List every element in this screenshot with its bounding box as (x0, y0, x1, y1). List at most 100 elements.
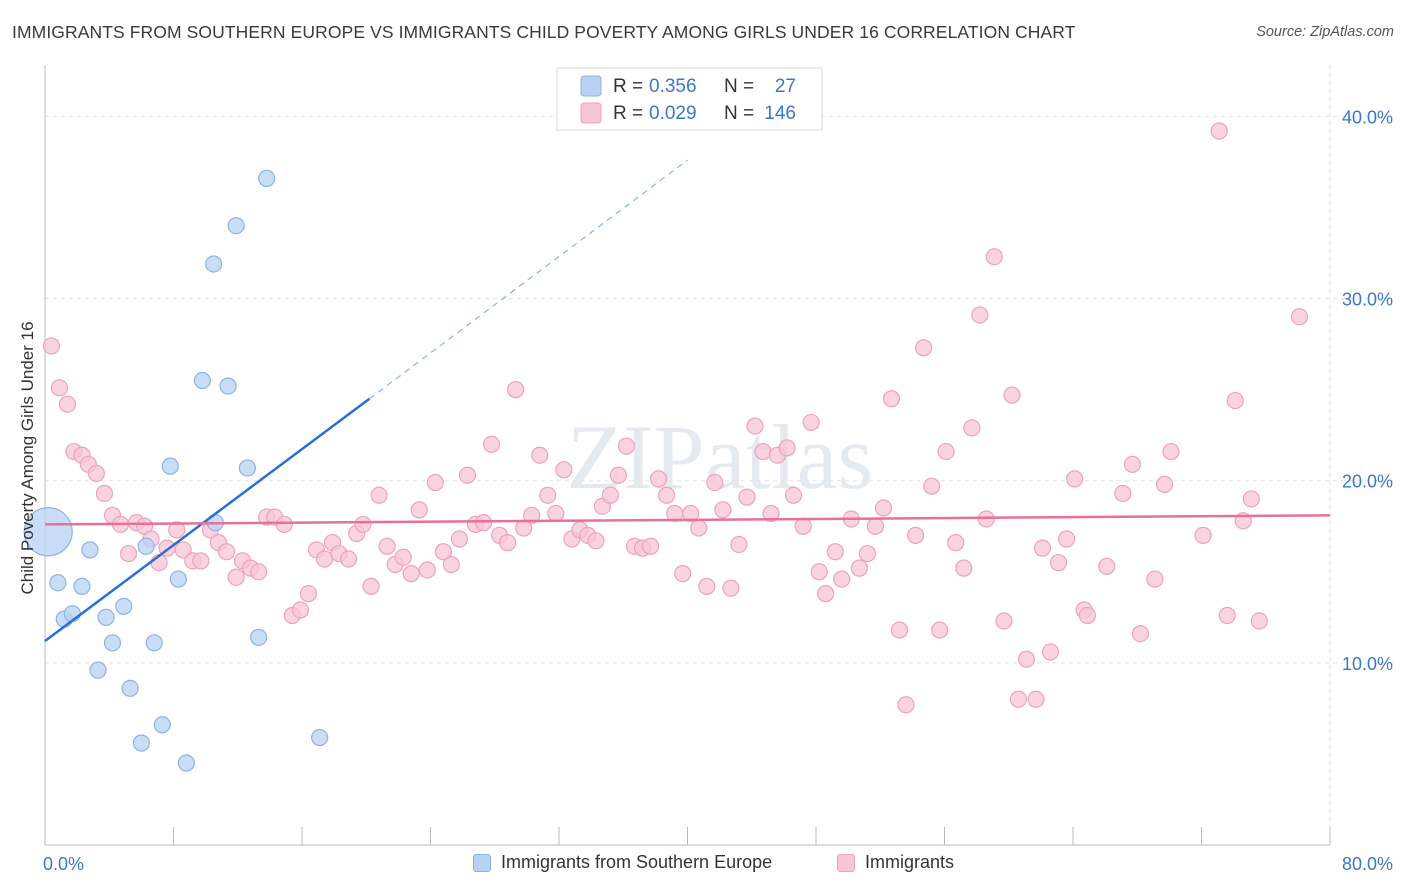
immigrants-point (658, 486, 676, 504)
immigrants-point (617, 437, 636, 455)
immigrants-point (762, 504, 780, 523)
southern-europe-point (227, 217, 245, 235)
southern-europe-point (153, 716, 171, 734)
immigrants-point (906, 526, 925, 544)
immigrants-point (609, 466, 628, 484)
immigrants-point (1218, 606, 1236, 625)
legend-bottom: Immigrants from Southern Europe Immigran… (0, 852, 1406, 878)
immigrants-point (95, 484, 114, 503)
legend-n-value: 146 (764, 103, 796, 124)
legend-swatch-pink (837, 853, 855, 872)
immigrants-point (858, 544, 877, 563)
immigrants-point (1098, 557, 1116, 575)
immigrants-point (1066, 470, 1084, 488)
immigrants-point (315, 550, 334, 568)
immigrants-point (1033, 539, 1052, 557)
southern-europe-point (169, 570, 187, 588)
southern-europe-point (177, 754, 195, 772)
immigrants-point (458, 466, 477, 484)
immigrants-point (674, 565, 692, 583)
y-tick-label: 40.0% (1342, 107, 1393, 127)
x-tick-label: 80.0% (1342, 854, 1393, 874)
immigrants-point (1078, 606, 1097, 625)
immigrants-point (874, 499, 893, 517)
immigrants-point (426, 473, 444, 492)
immigrants-point (87, 464, 106, 483)
immigrants-point (1114, 484, 1132, 503)
immigrants-point (985, 248, 1003, 266)
southern-europe-point (23, 507, 73, 557)
immigrants-point (507, 381, 525, 399)
immigrants-point (784, 486, 803, 504)
immigrants-point (174, 541, 192, 559)
axes-layer (44, 65, 1331, 846)
southern-europe-point (121, 679, 139, 697)
immigrants-point (168, 521, 186, 539)
southern-europe-point (73, 577, 91, 595)
immigrants-point (378, 537, 396, 555)
legend-r-label: R = (613, 76, 643, 97)
southern-europe-point (137, 537, 155, 555)
immigrants-point (1226, 391, 1244, 410)
legend-n-label: N = (724, 76, 754, 97)
immigrants-point (649, 470, 668, 488)
immigrants-point (1210, 122, 1228, 140)
immigrants-point (882, 390, 901, 408)
legend-n-value: 27 (775, 76, 796, 97)
immigrants-point (499, 534, 517, 552)
x-tick-label: 0.0% (43, 854, 84, 874)
legend-label: Immigrants from Southern Europe (501, 852, 773, 872)
trend-lines (44, 159, 1331, 643)
southern-europe-point (219, 377, 237, 395)
southern-europe-point (81, 541, 99, 559)
immigrants-point (50, 379, 69, 397)
southern-europe-point (49, 574, 67, 592)
immigrants-point (722, 579, 740, 597)
immigrants-point (192, 552, 210, 570)
immigrants-point (1123, 455, 1142, 473)
immigrants-point (394, 548, 412, 566)
immigrants-point (833, 570, 851, 588)
southern-europe-point (311, 728, 329, 747)
immigrants-point (1027, 690, 1045, 708)
immigrants-point (690, 519, 708, 537)
immigrants-point (1049, 554, 1068, 572)
immigrants-point (890, 621, 909, 639)
immigrants-point (370, 486, 388, 504)
southern-europe-point (132, 734, 150, 752)
immigrants-point (547, 504, 565, 523)
immigrants-point (1242, 490, 1260, 508)
y-axis-title: Child Poverty Among Girls Under 16 (18, 321, 37, 595)
immigrants-point (58, 395, 77, 413)
southern-europe-point (97, 608, 115, 626)
immigrants-point (802, 413, 820, 432)
immigrants-point (442, 555, 460, 574)
immigrants-point (354, 515, 372, 534)
immigrants-point (778, 439, 796, 457)
immigrants-point (810, 563, 828, 581)
immigrants-point (587, 532, 605, 550)
tick-labels: 10.0% 20.0% 30.0% 40.0% 0.0% 80.0% (43, 107, 1393, 874)
immigrants-point (817, 585, 835, 603)
immigrants-point (714, 501, 732, 519)
legend-r-value: 0.029 (649, 103, 697, 124)
immigrants-point (1131, 625, 1150, 643)
immigrants-point (1162, 442, 1180, 461)
southern-europe-point (193, 371, 212, 390)
immigrants-point (931, 621, 949, 639)
southern-europe-point (161, 457, 179, 475)
immigrants-point (410, 501, 428, 519)
immigrants-point (339, 550, 358, 568)
immigrants-point (794, 517, 812, 535)
legend-r-value: 0.356 (649, 76, 697, 97)
immigrants-point (434, 543, 452, 561)
immigrants-point (754, 442, 772, 461)
immigrants-point (275, 515, 293, 534)
immigrants-point (706, 473, 724, 492)
southern-europe-point (115, 597, 133, 615)
immigrants-point (1146, 570, 1164, 588)
y-tick-label: 10.0% (1342, 654, 1393, 674)
immigrants-point (450, 530, 469, 548)
southern-europe-point (103, 634, 122, 652)
immigrants-point (738, 488, 756, 506)
